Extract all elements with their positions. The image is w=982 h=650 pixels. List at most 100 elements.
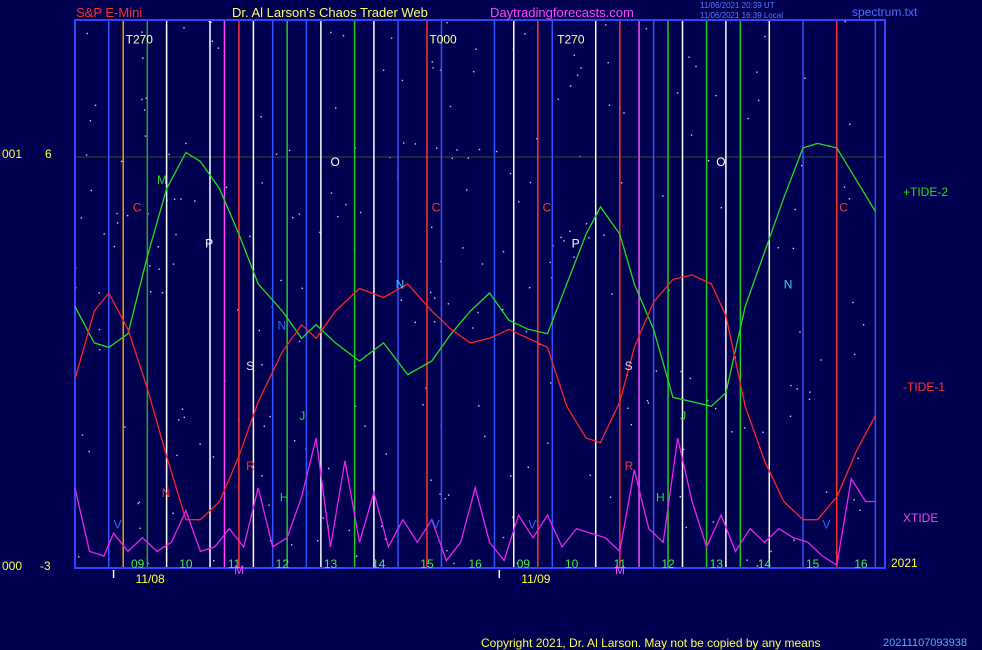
star-dot bbox=[857, 457, 859, 460]
star-dot bbox=[328, 467, 330, 470]
star-dot bbox=[80, 217, 83, 219]
star-dot bbox=[81, 434, 84, 436]
star-dot bbox=[478, 405, 480, 407]
star-dot bbox=[217, 47, 220, 49]
star-dot bbox=[432, 67, 434, 69]
star-dot bbox=[317, 540, 319, 542]
annotation-j: J bbox=[680, 409, 686, 423]
star-dot bbox=[172, 263, 175, 265]
plot-frame bbox=[74, 19, 886, 569]
star-dot bbox=[756, 71, 758, 73]
annotation-c: C bbox=[839, 200, 848, 214]
star-dot bbox=[853, 499, 855, 501]
star-dot bbox=[605, 24, 607, 26]
star-dot bbox=[157, 246, 159, 248]
star-dot bbox=[809, 391, 811, 393]
star-dot bbox=[758, 99, 760, 102]
header-site-link[interactable]: Daytradingforecasts.com bbox=[490, 5, 634, 20]
star-dot bbox=[655, 370, 658, 372]
star-dot bbox=[685, 526, 687, 529]
star-dot bbox=[176, 454, 178, 457]
star-dot bbox=[804, 77, 806, 79]
star-dot bbox=[337, 215, 339, 218]
star-dot bbox=[799, 331, 801, 333]
annotation-h: H bbox=[656, 491, 665, 505]
star-dot bbox=[706, 399, 709, 402]
star-dot bbox=[796, 388, 798, 390]
star-dot bbox=[446, 550, 448, 552]
star-dot bbox=[213, 560, 215, 562]
star-dot bbox=[319, 231, 321, 234]
star-dot bbox=[589, 474, 591, 476]
star-dot bbox=[268, 504, 270, 506]
star-dot bbox=[853, 353, 856, 356]
star-dot bbox=[401, 79, 404, 82]
star-dot bbox=[770, 550, 772, 553]
star-dot bbox=[451, 157, 453, 160]
star-dot bbox=[689, 377, 692, 380]
star-dot bbox=[731, 431, 733, 433]
star-dot bbox=[679, 496, 681, 498]
star-dot bbox=[433, 321, 436, 323]
y-bottom-tick-label: -3 bbox=[40, 559, 51, 573]
star-dot bbox=[466, 189, 468, 191]
star-dot bbox=[789, 415, 792, 417]
star-dot bbox=[144, 135, 147, 137]
star-dot bbox=[98, 328, 101, 331]
star-dot bbox=[180, 198, 182, 200]
star-dot bbox=[348, 529, 350, 532]
star-dot bbox=[668, 289, 670, 292]
annotation-c: C bbox=[133, 200, 142, 214]
star-dot bbox=[85, 154, 88, 156]
star-dot bbox=[147, 562, 149, 565]
star-dot bbox=[529, 181, 532, 184]
star-dot bbox=[89, 120, 92, 122]
star-dot bbox=[98, 349, 101, 351]
star-dot bbox=[211, 40, 213, 42]
star-dot bbox=[585, 223, 588, 225]
hour-tick-label: 12 bbox=[276, 557, 290, 571]
star-dot bbox=[138, 501, 140, 503]
star-dot bbox=[611, 293, 613, 295]
star-dot bbox=[662, 195, 664, 197]
star-dot bbox=[181, 408, 184, 410]
annotation-v: V bbox=[822, 518, 830, 532]
star-dot bbox=[848, 198, 851, 200]
star-dot bbox=[680, 370, 682, 373]
star-dot bbox=[588, 237, 590, 239]
star-dot bbox=[137, 502, 139, 505]
annotation-j: J bbox=[299, 409, 305, 423]
star-dot bbox=[261, 364, 263, 366]
star-dot bbox=[431, 226, 433, 229]
star-dot bbox=[298, 340, 301, 343]
star-dot bbox=[183, 27, 185, 29]
star-dot bbox=[237, 309, 239, 311]
star-dot bbox=[434, 297, 436, 299]
star-dot bbox=[630, 424, 632, 426]
annotation-n: N bbox=[278, 318, 287, 332]
star-dot bbox=[793, 539, 795, 541]
star-dot bbox=[90, 189, 92, 192]
star-dot bbox=[552, 245, 554, 247]
star-dot bbox=[210, 21, 212, 23]
year-label: 2021 bbox=[891, 556, 918, 570]
annotation-c: C bbox=[543, 200, 552, 214]
header-stamp-local: 11/06/2021 16:39 Local bbox=[700, 11, 784, 20]
star-dot bbox=[516, 562, 518, 564]
annotation-m: M bbox=[157, 173, 167, 187]
star-dot bbox=[330, 31, 332, 34]
star-dot bbox=[573, 256, 575, 258]
star-dot bbox=[439, 493, 441, 495]
annotation-c: C bbox=[432, 200, 441, 214]
star-dot bbox=[173, 198, 176, 200]
star-dot bbox=[509, 172, 512, 175]
annotation-v: V bbox=[432, 518, 440, 532]
star-dot bbox=[381, 525, 383, 527]
star-dot bbox=[549, 261, 551, 264]
star-dot bbox=[862, 324, 865, 326]
star-dot bbox=[263, 425, 265, 427]
star-dot bbox=[354, 405, 357, 407]
annotation-t270: T270 bbox=[126, 33, 154, 47]
annotation-v: V bbox=[114, 518, 122, 532]
star-dot bbox=[330, 192, 333, 194]
